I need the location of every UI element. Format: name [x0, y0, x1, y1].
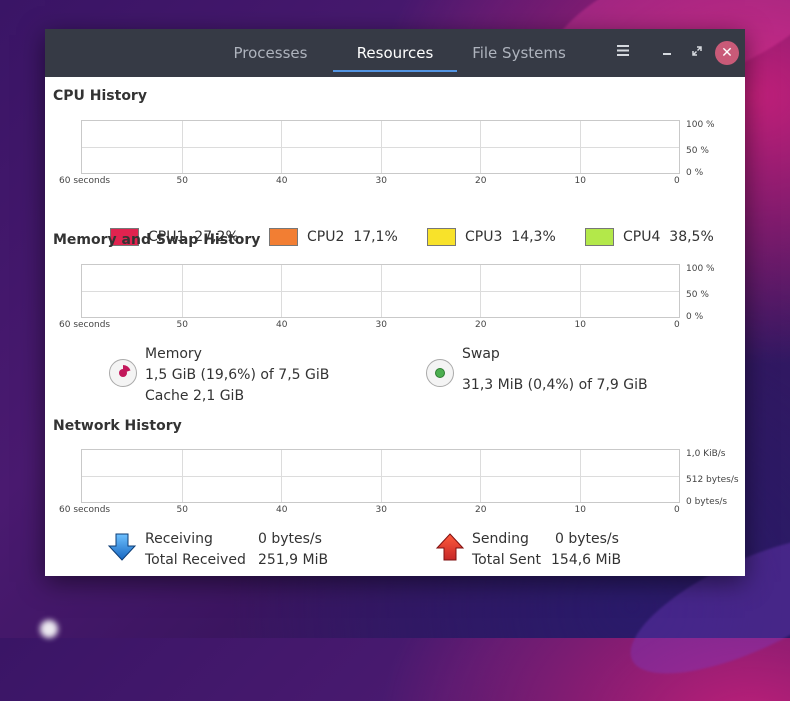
tab-label: Processes: [233, 44, 308, 62]
x-tick-label: 20: [475, 505, 487, 515]
total-sent-value: 154,6 MiB: [551, 552, 622, 568]
hamburger-icon[interactable]: [613, 43, 633, 63]
cpu4-label: CPU4 38,5%: [623, 229, 714, 245]
receiving-label: Receiving: [145, 531, 213, 547]
total-received-label: Total Received: [145, 552, 246, 568]
x-tick-label: 10: [574, 320, 586, 330]
x-tick-label: 50: [176, 176, 188, 186]
y-tick-label: 0 %: [686, 312, 704, 322]
total-received-value: 251,9 MiB: [258, 552, 329, 568]
y-tick-label: 50 %: [686, 146, 709, 156]
x-tick-label: 10: [574, 505, 586, 515]
cpu4-color-swatch[interactable]: [585, 228, 614, 246]
x-tick-label: 40: [276, 505, 288, 515]
cpu-history-title: CPU History: [53, 88, 147, 104]
grid-line: [380, 450, 382, 502]
x-tick-label: 30: [375, 320, 387, 330]
grid-line: [480, 121, 481, 173]
memory-usage: 1,5 GiB (19,6%) of 7,5 GiB: [145, 367, 330, 383]
receiving-value: 0 bytes/s: [258, 531, 322, 547]
sending-arrow-icon[interactable]: [435, 532, 465, 566]
x-tick-label: 10: [574, 176, 586, 186]
network-history-title: Network History: [53, 418, 182, 434]
maximize-icon[interactable]: [687, 43, 707, 63]
x-tick-label: 50: [176, 505, 188, 515]
grid-line: [579, 265, 581, 317]
y-tick-label: 0 bytes/s: [686, 497, 728, 507]
title-bar: Processes Resources File Systems ✕: [45, 29, 745, 77]
x-tick-label: 40: [276, 320, 288, 330]
cpu1-label: CPU1 27,2%: [148, 229, 239, 245]
grid-line: [579, 450, 581, 502]
minimize-icon[interactable]: [657, 43, 677, 63]
cpu3-color-swatch[interactable]: [427, 228, 456, 246]
x-tick-label: 40: [276, 176, 288, 186]
tab-label: File Systems: [472, 44, 566, 62]
x-tick-label: 30: [375, 176, 387, 186]
tab-resources[interactable]: Resources: [333, 29, 457, 77]
total-sent-label: Total Sent: [472, 552, 542, 568]
receiving-arrow-icon[interactable]: [107, 532, 137, 566]
wallpaper-sparkle: [40, 620, 58, 638]
cpu-history-graph: [81, 120, 680, 174]
x-tick-label: 60 seconds: [59, 320, 111, 330]
grid-line: [480, 450, 481, 502]
grid-line: [380, 265, 382, 317]
swap-pie-icon[interactable]: [426, 359, 454, 387]
x-tick-label: 0: [674, 505, 680, 515]
cpu1-color-swatch[interactable]: [110, 228, 139, 246]
x-tick-label: 20: [475, 320, 487, 330]
system-monitor-window: Processes Resources File Systems ✕ CPU H…: [45, 29, 745, 576]
y-tick-label: 50 %: [686, 290, 709, 300]
resources-panel: CPU History 100 % 50 % 0 % 60 seconds 50 4…: [45, 77, 745, 576]
y-tick-label: 0 %: [686, 168, 704, 178]
cpu2-color-swatch[interactable]: [269, 228, 298, 246]
x-tick-label: 20: [475, 176, 487, 186]
x-tick-label: 50: [176, 320, 188, 330]
cpu3-label: CPU3 14,3%: [465, 229, 556, 245]
memory-pie-icon[interactable]: [109, 359, 137, 387]
memory-pie-slice: [123, 365, 131, 373]
network-history-graph: [81, 449, 680, 503]
x-tick-label: 60 seconds: [59, 176, 111, 186]
grid-line: [480, 265, 481, 317]
swap-usage: 31,3 MiB (0,4%) of 7,9 GiB: [462, 377, 648, 393]
x-tick-label: 0: [674, 176, 680, 186]
x-tick-label: 0: [674, 320, 680, 330]
y-tick-label: 100 %: [686, 120, 715, 130]
grid-line: [281, 265, 282, 317]
swap-label: Swap: [462, 346, 500, 362]
active-tab-indicator: [333, 70, 457, 72]
grid-line: [181, 450, 183, 502]
grid-line: [281, 450, 282, 502]
sending-label: Sending: [472, 531, 529, 547]
sending-value: 0 bytes/s: [555, 531, 619, 547]
tab-file-systems[interactable]: File Systems: [459, 29, 579, 77]
tab-processes[interactable]: Processes: [213, 29, 328, 77]
cpu2-label: CPU2 17,1%: [307, 229, 398, 245]
y-tick-label: 512 bytes/s: [686, 475, 739, 485]
grid-line: [181, 265, 183, 317]
memory-swap-history-title: Memory and Swap History: [53, 232, 261, 248]
memory-cache: Cache 2,1 GiB: [145, 388, 245, 404]
grid-line: [579, 121, 581, 173]
grid-line: [380, 121, 382, 173]
x-tick-label: 60 seconds: [59, 505, 111, 515]
y-tick-label: 1,0 KiB/s: [686, 449, 726, 459]
close-icon[interactable]: ✕: [715, 41, 739, 65]
memory-label: Memory: [145, 346, 202, 362]
memory-history-graph: [81, 264, 680, 318]
grid-line: [281, 121, 282, 173]
x-tick-label: 30: [375, 505, 387, 515]
y-tick-label: 100 %: [686, 264, 715, 274]
tab-label: Resources: [356, 44, 434, 62]
grid-line: [181, 121, 183, 173]
